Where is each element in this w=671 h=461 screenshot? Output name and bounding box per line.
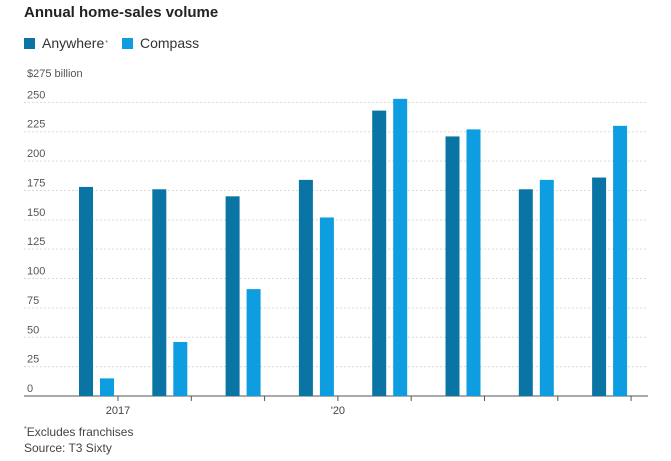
chart-title: Annual home-sales volume (24, 4, 219, 21)
footnote-marker: * (24, 426, 27, 433)
legend-footnote-marker: * (105, 39, 108, 47)
footnote-text: Excludes franchises (26, 425, 134, 439)
legend-label-compass: Compass (140, 35, 200, 51)
y-tick-label: 25 (27, 354, 39, 366)
x-tick-label: '20 (331, 405, 345, 417)
source-note: Source: T3 Sixty (24, 441, 112, 455)
bar-anywhere-1 (152, 189, 167, 396)
bar-anywhere-3 (298, 179, 313, 396)
legend-swatch-anywhere (24, 37, 35, 49)
legend-label-anywhere: Anywhere (42, 35, 105, 51)
legend-swatch-compass (122, 37, 133, 49)
y-tick-label: 125 (27, 236, 45, 248)
bar-compass-5 (466, 129, 481, 397)
y-tick-label: 75 (27, 295, 39, 307)
bar-compass-1 (173, 341, 188, 396)
bar-compass-4 (393, 98, 408, 396)
bar-anywhere-7 (592, 177, 607, 396)
legend-item-compass: Compass (122, 35, 199, 51)
footnote: *Excludes franchises (24, 425, 133, 439)
bar-compass-0 (100, 378, 114, 396)
bar-compass-6 (539, 179, 554, 396)
y-tick-label: 50 (27, 324, 39, 336)
y-axis-unit-label: $275 billion (27, 68, 83, 80)
y-tick-label: 225 (27, 119, 45, 131)
y-tick-label: 100 (27, 266, 45, 278)
bar-compass-3 (319, 217, 334, 396)
x-tick-label: 2017 (106, 405, 130, 417)
bar-anywhere-0 (79, 186, 93, 396)
y-tick-label: 175 (27, 177, 45, 189)
bar-anywhere-4 (372, 110, 387, 397)
bar-anywhere-2 (225, 196, 240, 396)
y-tick-label: 200 (27, 148, 45, 160)
bar-anywhere-5 (445, 136, 460, 396)
bar-anywhere-6 (518, 189, 533, 396)
y-tick-label: 250 (27, 89, 45, 101)
y-tick-label: 0 (27, 383, 33, 395)
legend-item-anywhere: Anywhere * (24, 35, 108, 51)
y-tick-label: 150 (27, 207, 45, 219)
chart-legend: Anywhere * Compass (24, 35, 213, 51)
bar-compass-7 (613, 125, 628, 396)
bar-compass-2 (246, 289, 261, 396)
